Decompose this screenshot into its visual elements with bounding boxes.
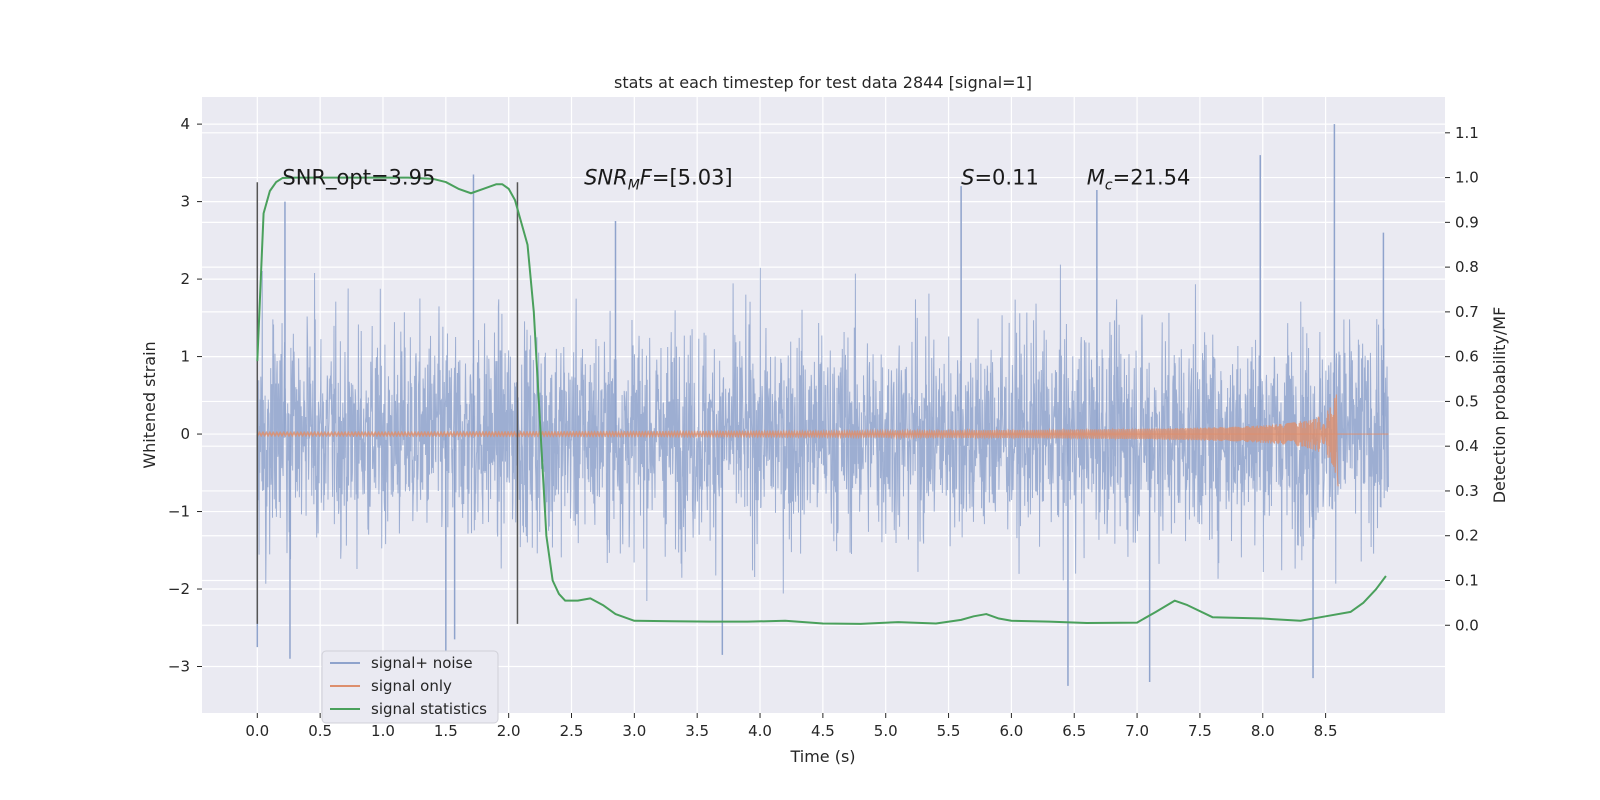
statistics-trace (256, 176, 1387, 625)
x-tick-label-15: 7.5 (1188, 722, 1212, 740)
x-tick-label-5: 2.5 (560, 722, 584, 740)
y-left-tick-label-1: −2 (168, 580, 190, 598)
vertical-markers (256, 182, 519, 624)
x-tick-label-3: 1.5 (434, 722, 458, 740)
y-right-axis-ticks: 0.0 0.1 0.2 0.3 0.4 0.5 0.6 0.7 0.8 0.9 1.0 1.1 (1445, 124, 1479, 634)
legend-label-signal-noise: signal+ noise (371, 654, 473, 672)
y-left-axis-ticks: −3 −2 −1 0 1 2 3 4 (168, 115, 202, 676)
x-tick-label-12: 6.0 (999, 722, 1023, 740)
x-tick-label-11: 5.5 (937, 722, 961, 740)
y-right-tick-label-6: 0.6 (1455, 348, 1479, 366)
y-right-tick-label-5: 0.5 (1455, 392, 1479, 410)
legend-label-signal-only: signal only (371, 677, 452, 695)
y-right-tick-label-3: 0.3 (1455, 482, 1479, 500)
y-left-axis-label: Whitened strain (140, 341, 159, 468)
x-tick-label-17: 8.5 (1314, 722, 1338, 740)
series-signal-only (256, 394, 1389, 487)
x-tick-label-9: 4.5 (811, 722, 835, 740)
x-tick-label-14: 7.0 (1125, 722, 1149, 740)
y-left-tick-label-3: 0 (180, 425, 190, 443)
x-tick-label-1: 0.5 (308, 722, 332, 740)
x-tick-label-6: 3.0 (622, 722, 646, 740)
annotation-s-value: S=0.11 (961, 166, 1039, 190)
legend-box (321, 650, 499, 724)
x-tick-label-2: 1.0 (371, 722, 395, 740)
chart-title: stats at each timestep for test data 284… (614, 73, 1032, 92)
x-tick-label-0: 0.0 (245, 722, 269, 740)
x-tick-label-4: 2.0 (497, 722, 521, 740)
x-axis-label: Time (s) (789, 747, 855, 766)
y-left-tick-label-7: 4 (180, 115, 190, 133)
legend: signal+ noise signal only signal statist… (321, 650, 499, 724)
y-right-tick-label-10: 1.0 (1455, 169, 1479, 187)
legend-label-signal-statistics: signal statistics (371, 700, 487, 718)
y-left-tick-label-2: −1 (168, 503, 190, 521)
annotation-snr-mf: SNRMF=[5.03] (584, 166, 733, 194)
y-right-tick-label-7: 0.7 (1455, 303, 1479, 321)
y-right-tick-label-2: 0.2 (1455, 527, 1479, 545)
x-tick-label-7: 3.5 (685, 722, 709, 740)
y-left-tick-label-6: 3 (180, 193, 190, 211)
annotation-snr-opt: SNR_opt=3.95 (282, 166, 435, 191)
x-tick-label-10: 5.0 (874, 722, 898, 740)
y-right-tick-label-0: 0.0 (1455, 616, 1479, 634)
y-right-tick-label-8: 0.8 (1455, 258, 1479, 276)
series-signal-statistics (256, 176, 1387, 625)
noise-trace (256, 264, 1389, 602)
y-right-tick-label-11: 1.1 (1455, 124, 1479, 142)
y-right-tick-label-4: 0.4 (1455, 437, 1479, 455)
y-left-tick-label-5: 2 (180, 270, 190, 288)
x-tick-label-8: 4.0 (748, 722, 772, 740)
annotation-chirp-mass: Mc=21.54 (1087, 166, 1191, 194)
x-axis-ticks: 0.0 0.5 1.0 1.5 2.0 2.5 3.0 3.5 4.0 4.5 5.0 5.5 6.0 6… (245, 713, 1338, 740)
y-right-tick-label-1: 0.1 (1455, 571, 1479, 589)
y-left-tick-label-0: −3 (168, 658, 190, 676)
x-tick-label-13: 6.5 (1062, 722, 1086, 740)
y-right-tick-label-9: 0.9 (1455, 213, 1479, 231)
y-right-axis-label: Detection probability/MF (1490, 307, 1509, 504)
x-tick-label-16: 8.0 (1251, 722, 1275, 740)
annotations: SNR_opt=3.95 SNRMF=[5.03] S=0.11 Mc=21.5… (282, 166, 1190, 194)
y-left-tick-label-4: 1 (180, 348, 190, 366)
